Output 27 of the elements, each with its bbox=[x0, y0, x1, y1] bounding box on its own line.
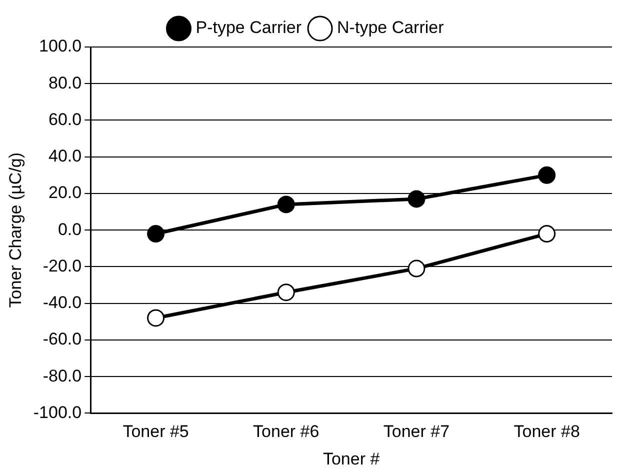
y-tick-label: 20.0 bbox=[48, 183, 82, 202]
point bbox=[408, 190, 426, 208]
x-tick-label: Toner #5 bbox=[122, 422, 189, 442]
x-axis-title: Toner # bbox=[322, 449, 380, 468]
point bbox=[538, 225, 556, 243]
legend-label: P-type Carrier bbox=[196, 18, 302, 38]
y-tick-label: 80.0 bbox=[48, 73, 82, 92]
y-tick-label: 0.0 bbox=[58, 220, 82, 239]
point bbox=[277, 196, 295, 214]
y-tick-label: 60.0 bbox=[48, 110, 82, 129]
y-tick-label: -100.0 bbox=[33, 402, 82, 422]
point bbox=[147, 309, 165, 327]
point bbox=[538, 166, 556, 184]
point bbox=[147, 225, 165, 243]
y-tick-label: -80.0 bbox=[42, 366, 82, 386]
legend-label: N-type Carrier bbox=[337, 18, 444, 38]
y-tick-label: 100.0 bbox=[39, 36, 82, 56]
y-tick-label: -40.0 bbox=[42, 293, 82, 312]
x-tick-label: Toner #8 bbox=[514, 422, 580, 442]
y-axis-title: Toner Charge (µC/g) bbox=[6, 152, 25, 308]
y-tick-label: -60.0 bbox=[42, 330, 82, 349]
x-tick-label: Toner #7 bbox=[383, 422, 450, 442]
x-tick-label: Toner #6 bbox=[253, 422, 320, 442]
point bbox=[277, 284, 295, 302]
point bbox=[408, 260, 426, 278]
y-tick-label: -20.0 bbox=[42, 256, 82, 276]
y-tick-label: 40.0 bbox=[48, 146, 82, 166]
